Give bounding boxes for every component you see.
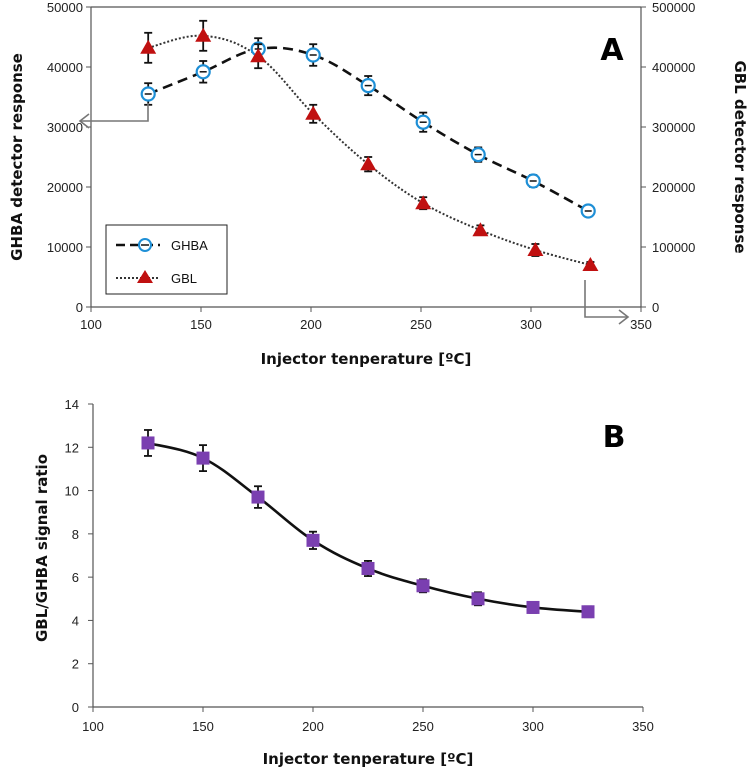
panel-label-a: A	[600, 33, 624, 68]
series-line-ratio	[147, 441, 589, 614]
chart-panel-a: 0 10000 20000 30000 40000 50000 0 100000 200000…	[8, 0, 749, 368]
x-tick-label: 200	[300, 317, 322, 332]
y-tick-label: 4	[72, 613, 79, 628]
y-tick-label: 14	[65, 397, 79, 412]
y-tick-label: 0	[76, 300, 83, 315]
legend-ghba-label: GHBA	[171, 238, 208, 253]
data-point-gbl	[360, 156, 377, 171]
x-axis-title: Injector tenperature [ºC]	[263, 750, 474, 768]
data-point-gbl	[250, 48, 267, 63]
y2-tick-label: 400000	[652, 60, 695, 75]
x-tick-label: 150	[192, 719, 214, 734]
y-tick-labels: 0 10000 20000 30000 40000 50000	[47, 0, 91, 315]
y2-tick-label: 500000	[652, 0, 695, 15]
x-tick-labels: 100 150 200 250 300 350	[80, 307, 652, 332]
y-tick-label: 20000	[47, 180, 83, 195]
data-point-ratio	[141, 436, 155, 450]
x-tick-labels: 100 150 200 250 300 350	[82, 707, 654, 734]
series-lines	[147, 34, 591, 266]
chart-panel-b: 0 2 4 6 8 10 12 14 100 150 200 250 300 350 GBL/GHBA …	[33, 397, 654, 768]
y-tick-label: 2	[72, 657, 79, 672]
y2-tick-labels: 0 100000 200000 300000 400000 500000	[641, 0, 695, 315]
y-tick-label: 0	[72, 700, 79, 715]
data-point-gbl	[527, 242, 544, 256]
y-tick-label: 10000	[47, 240, 83, 255]
x-tick-label: 250	[412, 719, 434, 734]
legend-gbl-label: GBL	[171, 271, 197, 286]
x-tick-label: 250	[410, 317, 432, 332]
x-tick-label: 100	[82, 719, 104, 734]
series-line-gbl	[147, 34, 591, 266]
legend: GHBA GBL	[105, 224, 228, 295]
y-tick-label: 10	[65, 484, 79, 499]
y-tick-label: 6	[72, 570, 79, 585]
data-point-ratio	[526, 600, 540, 614]
x-tick-label: 300	[522, 719, 544, 734]
data-point-gbl	[472, 222, 489, 237]
data-point-gbl	[305, 105, 322, 120]
data-point-ratio	[196, 451, 210, 465]
x-tick-label: 350	[632, 719, 654, 734]
data-point-ratio	[581, 605, 595, 619]
series-line-ghba	[147, 46, 589, 213]
x-tick-label: 300	[520, 317, 542, 332]
y-axis-title: GBL/GHBA signal ratio	[33, 454, 51, 642]
data-point-ratio	[361, 561, 375, 575]
right-axis-arrow	[584, 280, 630, 325]
y-tick-label: 40000	[47, 60, 83, 75]
legend-box	[105, 224, 228, 295]
x-axis-title: Injector tenperature [ºC]	[261, 350, 472, 368]
y2-tick-label: 200000	[652, 180, 695, 195]
series-lines	[147, 441, 589, 614]
y-tick-label: 50000	[47, 0, 83, 15]
data-point-gbl	[195, 27, 212, 42]
y-tick-label: 30000	[47, 120, 83, 135]
legend-gbl-marker	[137, 270, 153, 283]
x-tick-label: 350	[630, 317, 652, 332]
panel-label-b: B	[603, 420, 626, 455]
data-point-gbl	[415, 195, 432, 210]
y2-tick-label: 300000	[652, 120, 695, 135]
x-tick-label: 100	[80, 317, 102, 332]
series-markers	[141, 429, 595, 619]
data-point-gbl	[140, 39, 157, 54]
left-axis-arrow	[78, 103, 149, 129]
y2-tick-label: 100000	[652, 240, 695, 255]
y-tick-label: 12	[65, 440, 79, 455]
data-point-ratio	[251, 490, 265, 504]
y2-axis-title: GBL detector response	[731, 60, 749, 253]
x-tick-label: 200	[302, 719, 324, 734]
y-tick-label: 8	[72, 527, 79, 542]
series-markers	[140, 19, 599, 271]
y-tick-labels: 0 2 4 6 8 10 12 14	[65, 397, 93, 715]
data-point-ratio	[306, 533, 320, 547]
data-point-ratio	[416, 579, 430, 593]
x-tick-label: 150	[190, 317, 212, 332]
data-point-ratio	[471, 592, 485, 606]
data-point-gbl	[582, 257, 599, 271]
y2-tick-label: 0	[652, 300, 659, 315]
y-axis-title: GHBA detector response	[8, 53, 26, 261]
